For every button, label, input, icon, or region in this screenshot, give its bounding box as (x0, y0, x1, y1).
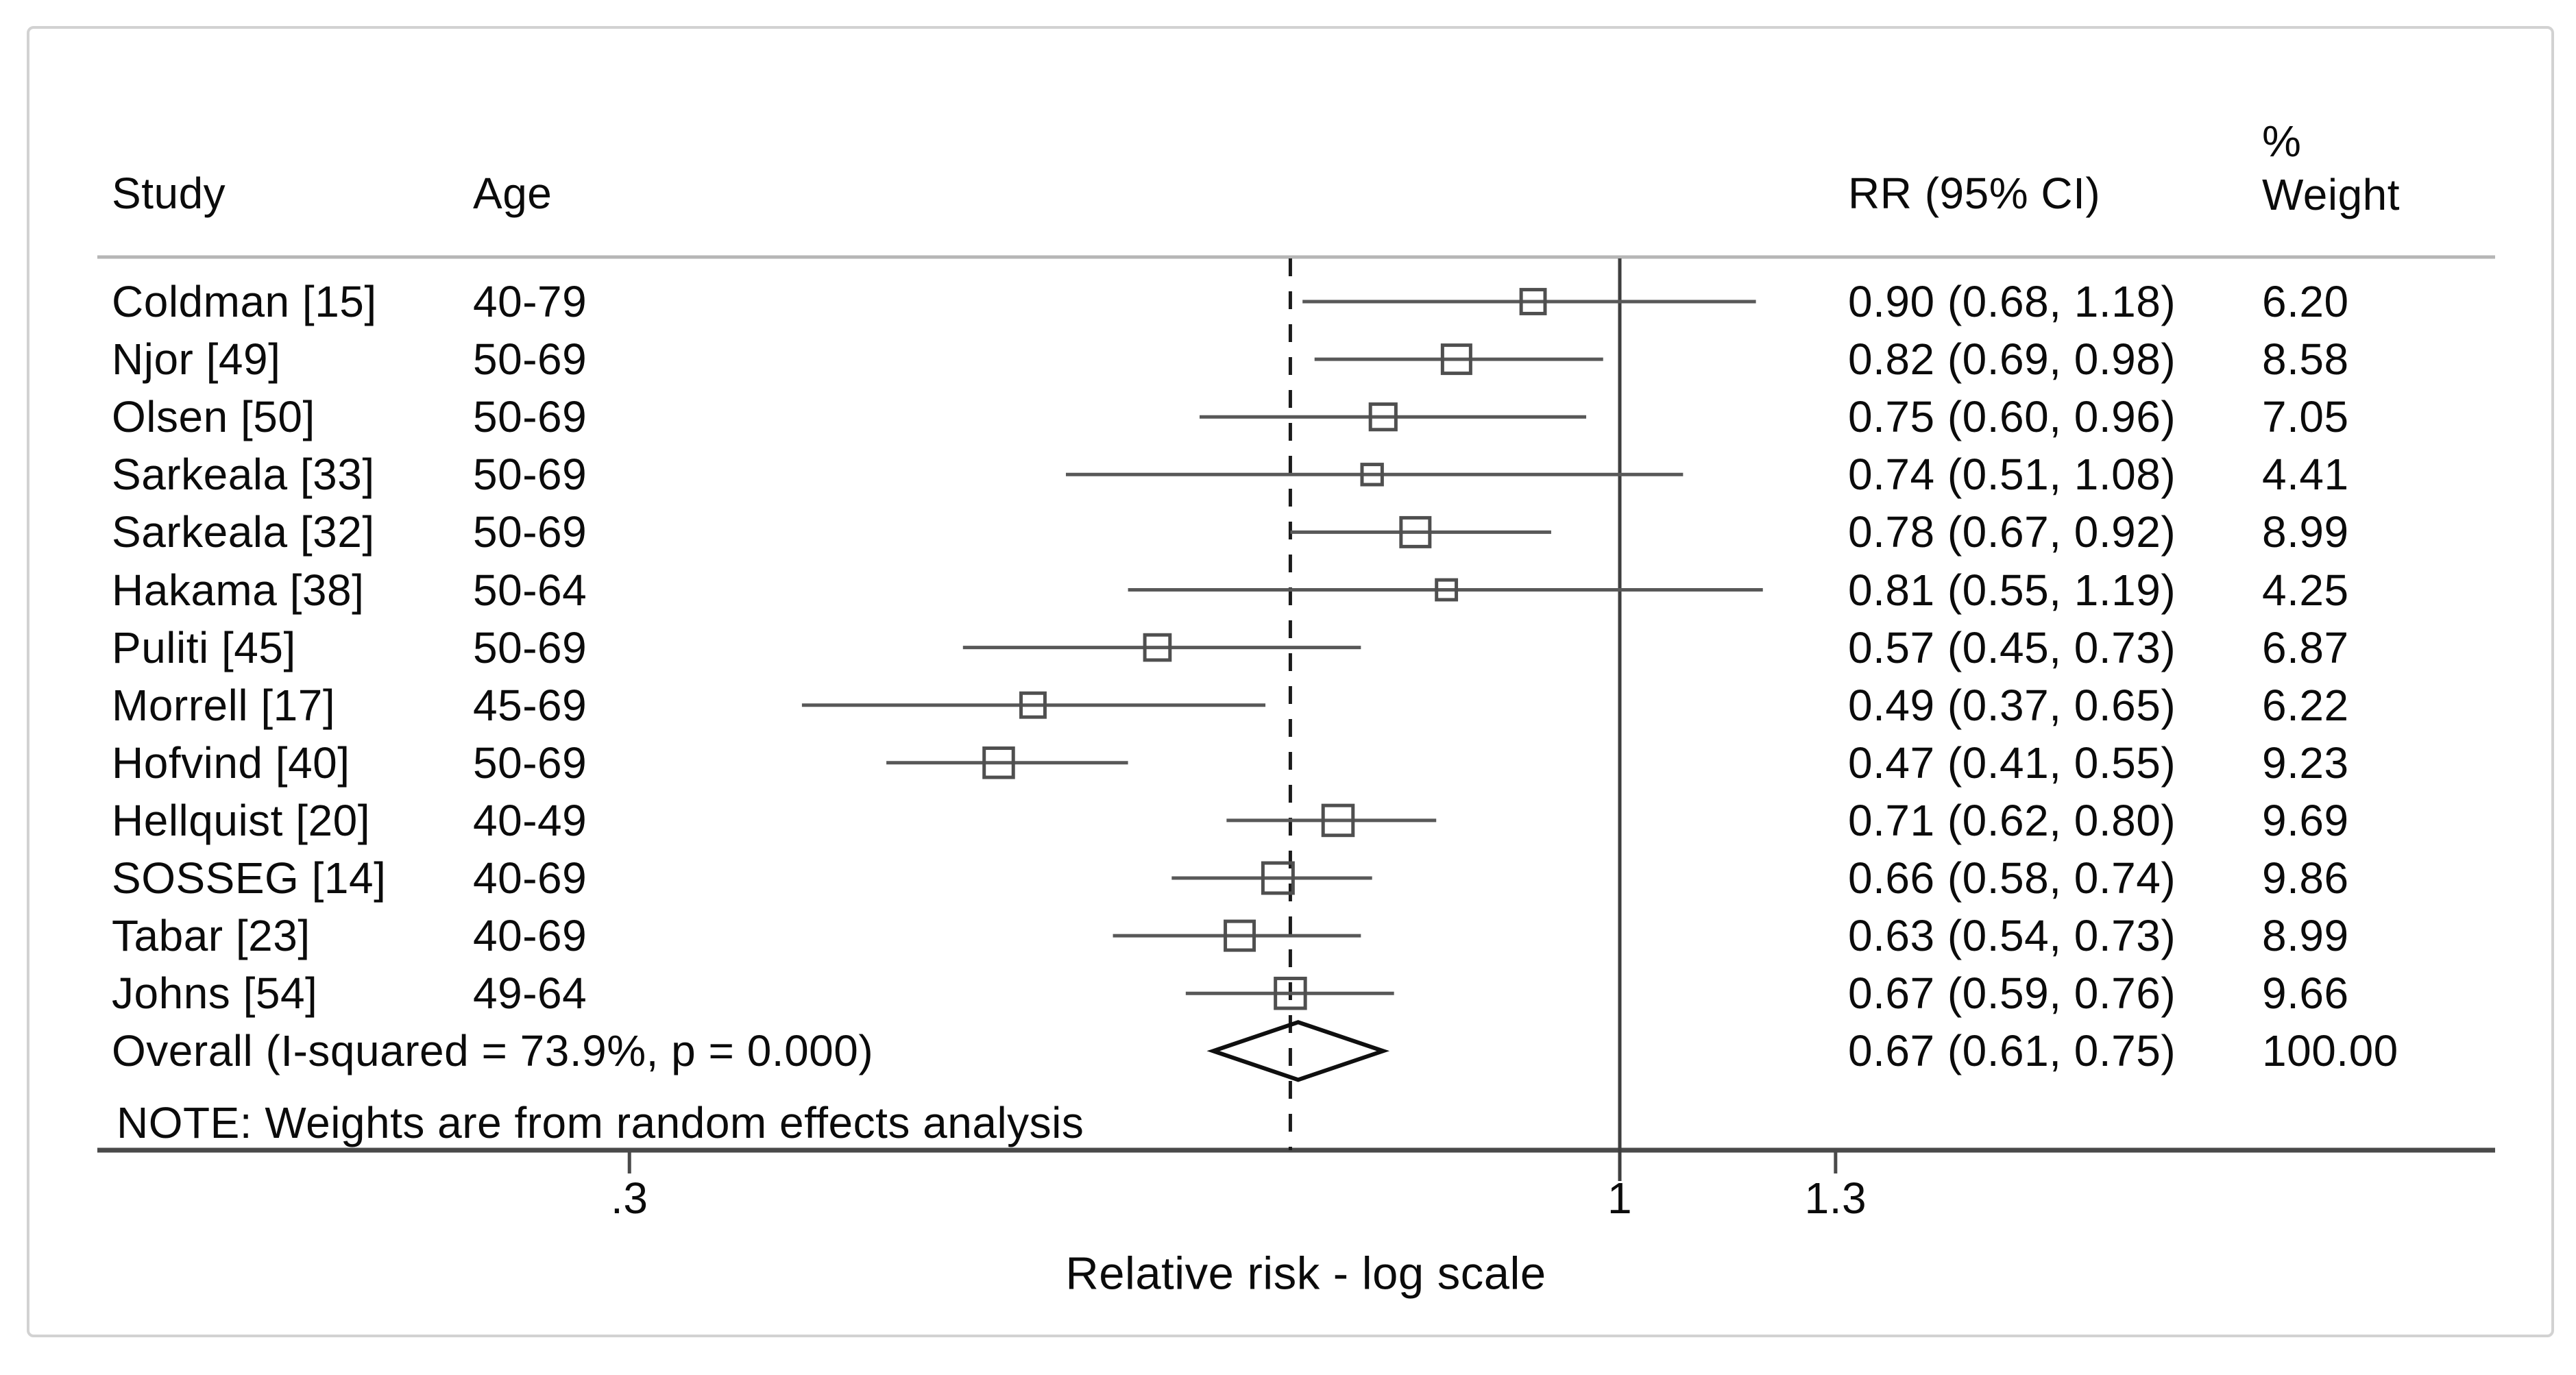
study-age: 40-79 (473, 277, 587, 326)
study-rr-ci: 0.66 (0.58, 0.74) (1848, 853, 2176, 903)
column-header-weight: Weight (2262, 170, 2401, 219)
x-axis-label: Relative risk - log scale (1065, 1248, 1546, 1300)
study-rr-ci: 0.90 (0.68, 1.18) (1848, 277, 2176, 326)
study-weight: 9.69 (2262, 795, 2349, 845)
study-weight: 6.20 (2262, 277, 2349, 326)
study-weight: 6.22 (2262, 680, 2349, 730)
study-weight: 8.58 (2262, 334, 2349, 385)
study-age: 50-69 (473, 334, 587, 385)
study-age: 50-69 (473, 622, 587, 672)
study-name: Hellquist [20] (112, 795, 370, 845)
study-weight: 8.99 (2262, 507, 2349, 557)
x-axis-tick-label: 1.3 (1804, 1173, 1867, 1223)
study-weight: 9.86 (2262, 853, 2349, 903)
overall-label: Overall (I-squared = 73.9%, p = 0.000) (112, 1026, 874, 1076)
study-rr-ci: 0.75 (0.60, 0.96) (1848, 392, 2176, 442)
x-axis-tick-label: 1 (1607, 1173, 1633, 1223)
effect-size-square (1435, 578, 1459, 602)
study-age: 49-64 (473, 969, 587, 1019)
effect-size-square (1360, 463, 1384, 487)
effect-size-square (1143, 633, 1172, 662)
study-name: SOSSEG [14] (112, 853, 387, 903)
effect-size-square (1261, 861, 1295, 895)
study-age: 50-69 (473, 738, 587, 788)
study-rr-ci: 0.47 (0.41, 0.55) (1848, 738, 2176, 788)
study-name: Olsen [50] (112, 392, 315, 442)
study-rr-ci: 0.63 (0.54, 0.73) (1848, 911, 2176, 961)
study-rr-ci: 0.78 (0.67, 0.92) (1848, 507, 2176, 557)
study-name: Morrell [17] (112, 680, 336, 730)
study-weight: 7.05 (2262, 392, 2349, 442)
study-weight: 4.25 (2262, 565, 2349, 615)
study-rr-ci: 0.81 (0.55, 1.19) (1848, 565, 2176, 615)
study-weight: 9.66 (2262, 969, 2349, 1019)
study-rr-ci: 0.57 (0.45, 0.73) (1848, 622, 2176, 672)
column-header-rr: RR (95% CI) (1848, 169, 2101, 218)
study-rr-ci: 0.67 (0.59, 0.76) (1848, 969, 2176, 1019)
study-weight: 4.41 (2262, 450, 2349, 500)
study-age: 40-69 (473, 853, 587, 903)
study-name: Njor [49] (112, 334, 281, 385)
column-header-age: Age (473, 169, 552, 218)
study-weight: 9.23 (2262, 738, 2349, 788)
study-age: 50-64 (473, 565, 587, 615)
overall-weight: 100.00 (2262, 1026, 2398, 1076)
study-weight: 8.99 (2262, 911, 2349, 961)
study-age: 40-49 (473, 795, 587, 845)
x-axis-tick-label: .3 (611, 1173, 648, 1223)
study-name: Hakama [38] (112, 565, 365, 615)
random-effects-note: NOTE: Weights are from random effects an… (117, 1098, 1084, 1147)
column-header-study: Study (112, 169, 226, 218)
effect-size-square (1368, 402, 1398, 432)
effect-size-square (1519, 288, 1547, 315)
study-rr-ci: 0.71 (0.62, 0.80) (1848, 795, 2176, 845)
effect-size-square (1440, 343, 1472, 376)
study-rr-ci: 0.49 (0.37, 0.65) (1848, 680, 2176, 730)
study-name: Johns [54] (112, 969, 318, 1019)
study-name: Coldman [15] (112, 277, 377, 326)
study-name: Hofvind [40] (112, 738, 350, 788)
study-name: Sarkeala [33] (112, 450, 375, 500)
effect-size-square (982, 746, 1015, 779)
study-rr-ci: 0.82 (0.69, 0.98) (1848, 334, 2176, 385)
overall-rr-ci: 0.67 (0.61, 0.75) (1848, 1026, 2176, 1076)
study-name: Puliti [45] (112, 622, 296, 672)
study-age: 45-69 (473, 680, 587, 730)
effect-size-square (1274, 976, 1307, 1010)
study-weight: 6.87 (2262, 622, 2349, 672)
study-name: Tabar [23] (112, 911, 311, 961)
overall-diamond (1206, 1020, 1390, 1082)
study-rr-ci: 0.74 (0.51, 1.08) (1848, 450, 2176, 500)
effect-size-square (1019, 691, 1047, 719)
study-age: 50-69 (473, 392, 587, 442)
study-age: 40-69 (473, 911, 587, 961)
study-name: Sarkeala [32] (112, 507, 375, 557)
study-age: 50-69 (473, 507, 587, 557)
column-header-percent-sign: % (2262, 117, 2302, 166)
effect-size-square (1321, 803, 1355, 838)
study-age: 50-69 (473, 450, 587, 500)
effect-size-square (1399, 515, 1432, 548)
effect-size-square (1224, 919, 1256, 952)
